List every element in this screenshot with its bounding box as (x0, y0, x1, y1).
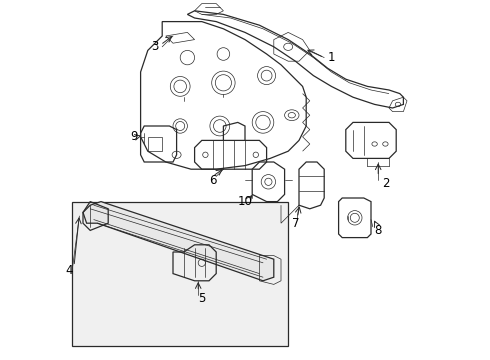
Text: 5: 5 (198, 292, 206, 305)
Text: 2: 2 (382, 177, 389, 190)
Text: 7: 7 (292, 217, 299, 230)
Text: 3: 3 (151, 40, 159, 53)
Text: 8: 8 (374, 224, 382, 237)
Text: 9: 9 (130, 130, 137, 143)
Bar (72, 202, 288, 346)
Text: 10: 10 (238, 195, 253, 208)
Bar (148, 137, 162, 151)
Text: 1: 1 (328, 51, 335, 64)
Text: 4: 4 (65, 264, 73, 276)
Polygon shape (83, 202, 274, 281)
Text: 6: 6 (209, 174, 217, 186)
